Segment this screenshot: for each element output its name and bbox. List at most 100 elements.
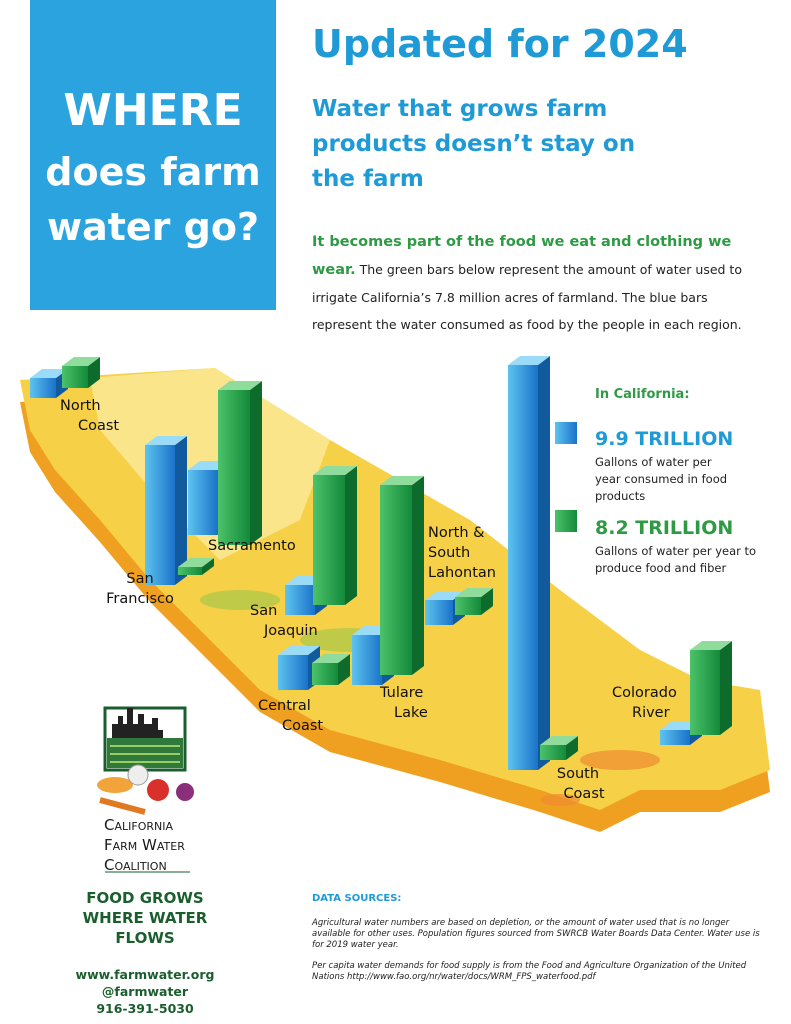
- contact-web: www.farmwater.org: [75, 967, 215, 982]
- bar-face: [30, 378, 56, 398]
- bar-side: [338, 654, 350, 685]
- bar-face: [455, 597, 481, 615]
- bar-side: [175, 436, 187, 585]
- region-label: Tulare: [379, 685, 423, 701]
- region-label: North &: [428, 525, 484, 541]
- bar-side: [720, 641, 732, 735]
- map-patch: [540, 794, 580, 806]
- bar-top: [145, 436, 187, 445]
- legend-amount: 8.2 TRILLION: [595, 517, 733, 539]
- map-patch: [200, 590, 280, 610]
- data-sources: DATA SOURCES: Agricultural water numbers…: [312, 893, 762, 993]
- subheading: Water that grows farm products doesn’t s…: [312, 92, 635, 197]
- bar-face: [313, 475, 345, 605]
- banner-line: does farm: [45, 150, 261, 194]
- contact: www.farmwater.org @farmwater 916-391-503…: [40, 966, 250, 1017]
- region-label: Francisco: [106, 591, 174, 607]
- logo-line: Coalition: [104, 856, 167, 874]
- intro-lead: It becomes part of the food we eat and c…: [312, 234, 732, 278]
- bar-face: [188, 470, 218, 535]
- bar-face: [312, 663, 338, 685]
- bar-top: [178, 558, 214, 567]
- logo: [97, 706, 194, 815]
- sources-paragraph: Per capita water demands for food supply…: [312, 961, 747, 982]
- tagline-line: WHERE WATER: [82, 909, 208, 927]
- subheading-line: the farm: [312, 166, 424, 192]
- legend-title: In California:: [595, 387, 690, 402]
- bar-side: [88, 357, 100, 388]
- tagline-line: FLOWS: [115, 929, 175, 947]
- bar-face: [508, 365, 538, 770]
- banner-line: WHERE: [63, 85, 243, 136]
- region-label: Coast: [282, 718, 323, 734]
- legend-description: Gallons of water per year to produce food…: [595, 544, 756, 575]
- sources-paragraph: Agricultural water numbers are based on …: [312, 918, 760, 950]
- region-label: San: [250, 603, 277, 619]
- bar-top: [508, 356, 550, 365]
- legend-swatch: [555, 510, 577, 532]
- bar-face: [690, 650, 720, 735]
- intro: It becomes part of the food we eat and c…: [312, 228, 762, 338]
- subheading-line: Water that grows farm: [312, 96, 608, 122]
- heading: Updated for 2024: [312, 22, 688, 66]
- region-label: Coast: [563, 786, 604, 802]
- bars: [30, 356, 732, 770]
- region-label: Lake: [394, 705, 428, 721]
- region-label: Joaquin: [263, 623, 318, 639]
- contact-handle: @farmwater: [101, 984, 189, 999]
- legend-description-line: year consumed in food: [595, 472, 727, 486]
- region-label: Sacramento: [208, 538, 296, 554]
- bar-top: [62, 357, 100, 366]
- region-label: San: [126, 571, 153, 587]
- banner-line: water go?: [46, 205, 259, 249]
- region-label: South: [557, 766, 599, 782]
- tagline: FOOD GROWS WHERE WATER FLOWS: [40, 888, 250, 948]
- logo-line: Farm Water: [104, 836, 185, 854]
- bar-top: [30, 369, 68, 378]
- legend-description-line: Gallons of water per: [595, 455, 712, 469]
- region-label: Central: [258, 698, 311, 714]
- region-label: South: [428, 545, 470, 561]
- legend-amount: 9.9 TRILLION: [595, 428, 733, 450]
- bar-top: [690, 641, 732, 650]
- bar-face: [380, 485, 412, 675]
- bar-face: [540, 745, 566, 760]
- banner: WHERE does farm water go?: [30, 0, 276, 310]
- bar-face: [285, 585, 315, 615]
- region-label: Lahontan: [428, 565, 496, 581]
- bar-top: [278, 646, 320, 655]
- bar-side: [412, 476, 424, 675]
- sources-title: DATA SOURCES:: [312, 893, 402, 904]
- region-label: River: [632, 705, 670, 721]
- bar-face: [352, 635, 382, 685]
- bar-side: [202, 558, 214, 575]
- region-label: Colorado: [612, 685, 677, 701]
- contact-phone: 916-391-5030: [96, 1001, 194, 1016]
- bar-face: [62, 366, 88, 388]
- bar-face: [145, 445, 175, 585]
- legend-description-line: products: [595, 489, 645, 503]
- subheading-line: products doesn’t stay on: [312, 131, 636, 157]
- bar-face: [218, 390, 250, 545]
- bar-side: [250, 381, 262, 545]
- bar-top: [455, 588, 493, 597]
- intro-body: The green bars below represent the amoun…: [312, 262, 742, 332]
- bar-top: [380, 476, 424, 485]
- tagline-line: FOOD GROWS: [86, 889, 204, 907]
- region-label: North: [60, 398, 101, 414]
- bar-top: [313, 466, 357, 475]
- logo-text: California Farm Water Coalition: [104, 816, 185, 874]
- legend-swatch: [555, 422, 577, 444]
- bar-top: [218, 381, 262, 390]
- bar-side: [566, 736, 578, 760]
- bar-top: [540, 736, 578, 745]
- bar-face: [660, 730, 690, 745]
- map-patch: [580, 750, 660, 770]
- bar-face: [278, 655, 308, 690]
- legend-description-line: Gallons of water per year to: [595, 544, 756, 558]
- bar-face: [425, 600, 453, 625]
- region-labels: North Coast Sacramento San Francisco San Joaqu…: [60, 398, 677, 802]
- bar-side: [538, 356, 550, 770]
